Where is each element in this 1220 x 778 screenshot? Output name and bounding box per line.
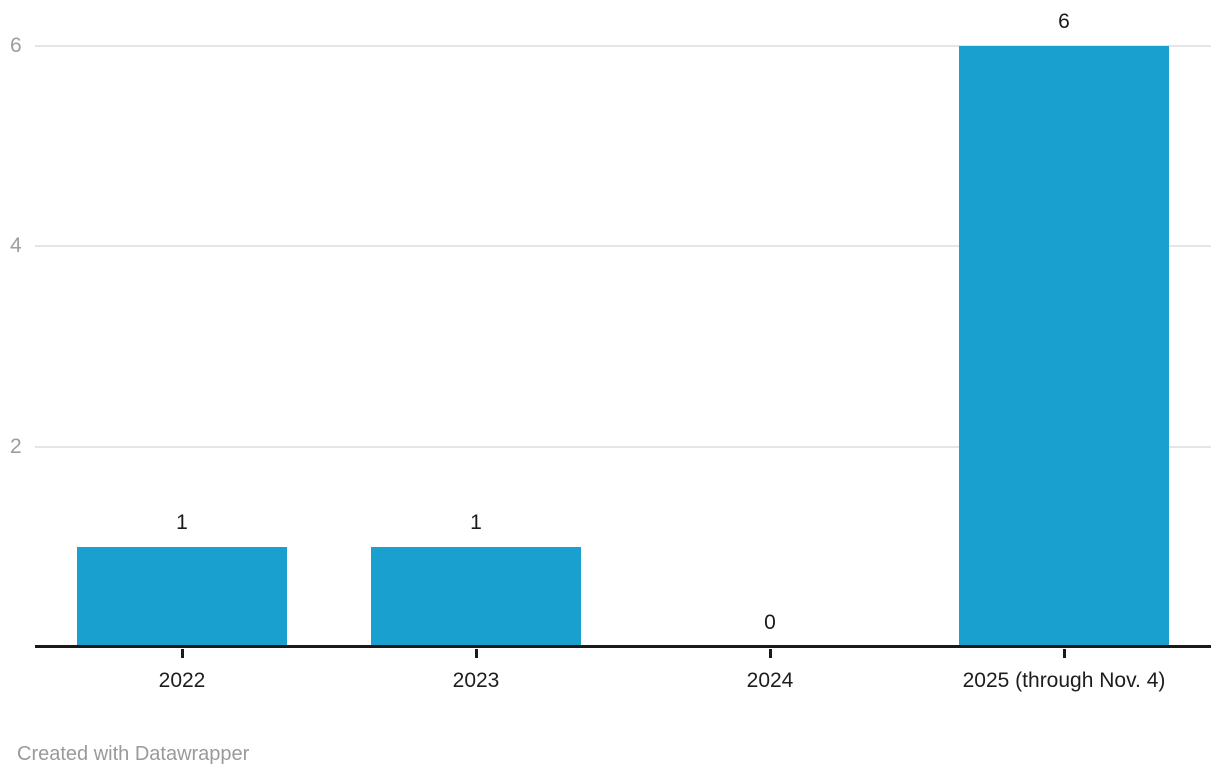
datawrapper-attribution-link[interactable]: Created with Datawrapper	[17, 743, 250, 765]
y-axis-tick-label-4: 4	[10, 234, 22, 258]
bar-2022	[77, 546, 287, 646]
x-axis-tick-label-2022: 2022	[158, 669, 206, 692]
gridline-y-4	[35, 245, 1211, 248]
y-axis-tick-label-2: 2	[10, 434, 22, 458]
x-axis-tick-2022	[180, 649, 184, 658]
x-axis-tick-2023	[474, 649, 478, 658]
gridline-y-6	[35, 45, 1211, 47]
gridline-y-2	[35, 445, 1211, 448]
x-axis-line	[35, 645, 1211, 648]
x-axis-tick-2025-through-nov-4	[1062, 649, 1066, 658]
x-axis-tick-label-2023: 2023	[452, 669, 500, 692]
bar-value-label-2023: 1	[470, 510, 482, 534]
x-axis-tick-label-2024: 2024	[746, 669, 794, 692]
y-axis-tick-label-6: 6	[10, 34, 22, 57]
bar-value-label-2025-through-nov-4: 6	[1058, 10, 1070, 33]
bar-2025-through-nov-4	[959, 46, 1169, 646]
x-axis-tick-2024	[768, 649, 772, 658]
bar-value-label-2022: 1	[176, 510, 188, 534]
bar-2023	[371, 546, 581, 646]
x-axis-tick-label-2025-through-nov-4: 2025 (through Nov. 4)	[962, 669, 1166, 692]
bar-value-label-2024: 0	[764, 611, 776, 634]
